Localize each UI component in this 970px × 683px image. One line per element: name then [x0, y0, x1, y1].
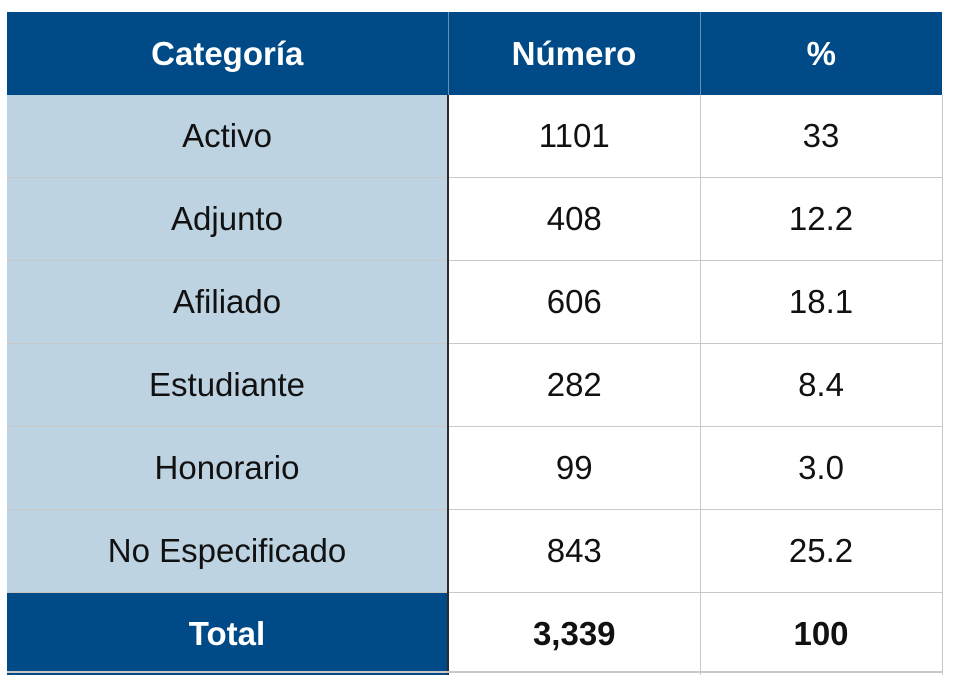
- cell-percent: 33: [700, 95, 943, 178]
- total-numero: 3,339: [448, 592, 701, 675]
- cell-categoria: Activo: [7, 95, 449, 178]
- category-table: Categoría Número % Activo 1101 33 Adjunt…: [7, 12, 943, 675]
- cell-categoria: Afiliado: [7, 260, 449, 344]
- cell-numero: 843: [448, 509, 701, 593]
- header-percent: %: [700, 12, 942, 95]
- cell-categoria: No Especificado: [7, 509, 449, 593]
- table-row: Adjunto 408 12.2: [7, 177, 943, 261]
- cell-percent: 18.1: [700, 260, 943, 344]
- cell-percent: 12.2: [700, 177, 943, 261]
- cell-numero: 606: [448, 260, 701, 344]
- cell-categoria: Adjunto: [7, 177, 449, 261]
- cell-percent: 8.4: [700, 343, 943, 427]
- cell-percent: 3.0: [700, 426, 943, 510]
- cell-categoria: Honorario: [7, 426, 449, 510]
- header-row: Categoría Número %: [7, 12, 942, 95]
- cell-numero: 408: [448, 177, 701, 261]
- cell-categoria: Estudiante: [7, 343, 449, 427]
- total-row: Total 3,339 100: [7, 592, 943, 675]
- table-row: No Especificado 843 25.2: [7, 509, 943, 593]
- total-label: Total: [7, 592, 449, 675]
- cell-numero: 282: [448, 343, 701, 427]
- table-row: Honorario 99 3.0: [7, 426, 943, 510]
- header-categoria: Categoría: [7, 12, 449, 95]
- data-table-container: Categoría Número % Activo 1101 33 Adjunt…: [7, 12, 943, 675]
- cell-percent: 25.2: [700, 509, 943, 593]
- cell-numero: 99: [448, 426, 701, 510]
- table-row: Afiliado 606 18.1: [7, 260, 943, 344]
- header-numero: Número: [448, 12, 701, 95]
- table-bottom-border: [7, 671, 942, 673]
- total-percent: 100: [700, 592, 943, 675]
- table-row: Activo 1101 33: [7, 95, 943, 178]
- table-row: Estudiante 282 8.4: [7, 343, 943, 427]
- cell-numero: 1101: [448, 95, 701, 178]
